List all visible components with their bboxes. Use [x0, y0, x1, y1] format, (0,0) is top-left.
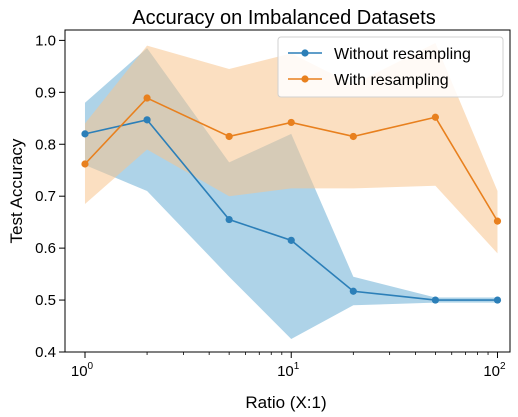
chart-title: Accuracy on Imbalanced Datasets [132, 7, 436, 29]
y-tick-label-1: 0.5 [35, 292, 56, 309]
y-tick-label-2: 0.6 [35, 240, 56, 257]
y-tick-label-4: 0.8 [35, 136, 56, 153]
y-tick-label-0: 0.4 [35, 344, 56, 361]
y-axis-ticks: 0.4 0.5 0.6 0.7 0.8 0.9 1.0 [35, 32, 65, 361]
point-series-0-1 [143, 116, 151, 124]
point-series-1-4 [349, 132, 357, 141]
x-axis-label: Ratio (X:1) [245, 393, 326, 412]
legend-box [277, 36, 504, 98]
x-axis-ticks: 100 101 102 [71, 352, 506, 380]
y-tick-label-3: 0.7 [35, 188, 56, 205]
point-series-0-0 [81, 130, 89, 138]
legend-label-1: With resampling [334, 72, 449, 89]
point-series-1-1 [143, 94, 151, 102]
x-tick-label-1: 101 [277, 361, 300, 380]
y-tick-label-6: 1.0 [35, 32, 56, 49]
point-series-1-5 [431, 113, 439, 121]
legend: Without resampling With resampling [277, 36, 504, 98]
legend-marker-1 [301, 75, 309, 83]
y-tick-label-5: 0.9 [35, 84, 56, 101]
series-points [81, 94, 502, 304]
x-tick-label-0: 100 [71, 361, 94, 380]
legend-marker-0 [301, 49, 309, 57]
point-series-0-4 [349, 287, 357, 295]
point-series-1-6 [493, 217, 502, 225]
legend-label-0: Without resampling [334, 46, 471, 63]
point-series-0-6 [493, 296, 502, 304]
point-series-1-2 [225, 132, 233, 141]
point-series-0-2 [225, 215, 233, 224]
x-tick-label-2: 102 [483, 361, 506, 380]
point-series-1-3 [287, 118, 295, 127]
point-series-0-3 [287, 236, 295, 244]
point-series-1-0 [81, 160, 89, 168]
plot-frame [64, 29, 511, 353]
y-axis-label: Test Accuracy [7, 138, 26, 243]
point-series-0-5 [431, 296, 439, 304]
